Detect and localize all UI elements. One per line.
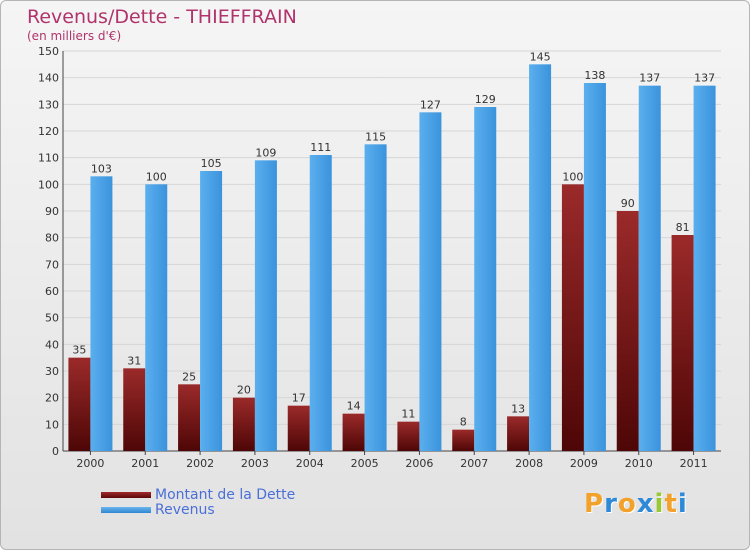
revenue-bar [200, 171, 223, 451]
revenue-bar [145, 184, 168, 452]
y-tick-label: 10 [45, 418, 59, 431]
y-tick-label: 150 [38, 45, 59, 58]
legend-item-revenue: Revenus [101, 501, 295, 518]
data-label: 127 [420, 98, 441, 111]
x-tick-label: 2010 [625, 457, 653, 470]
debt-bar [178, 384, 201, 451]
x-tick-label: 2001 [131, 457, 159, 470]
debt-bar [507, 416, 530, 451]
x-tick-label: 2003 [241, 457, 269, 470]
data-label: 81 [676, 221, 690, 234]
x-tick-label: 2009 [570, 457, 598, 470]
legend-label-revenue: Revenus [155, 501, 215, 518]
debt-bar [342, 413, 365, 451]
data-label: 11 [401, 408, 415, 421]
y-tick-label: 50 [45, 312, 59, 325]
debt-bar [671, 235, 694, 451]
data-label: 25 [182, 370, 196, 383]
revenue-bar [583, 83, 606, 451]
proxiti-logo: Proxiti [584, 489, 688, 519]
data-label: 105 [201, 157, 222, 170]
data-label: 137 [694, 72, 715, 85]
debt-bar [287, 405, 310, 451]
y-tick-label: 20 [45, 392, 59, 405]
legend-item-debt: Montant de la Dette [101, 486, 296, 503]
debt-bar [616, 211, 639, 451]
revenue-bar [529, 64, 552, 452]
y-tick-label: 0 [52, 445, 59, 458]
logo-letter: i [654, 489, 665, 519]
logo-letter: P [584, 489, 605, 519]
y-tick-label: 110 [38, 152, 59, 165]
revenue-bar [638, 85, 661, 452]
revenue-bar [474, 107, 497, 451]
logo-letter: x [636, 489, 655, 519]
data-label: 20 [237, 384, 251, 397]
y-tick-label: 70 [45, 258, 59, 271]
legend: Montant de la Dette Revenus [101, 486, 296, 518]
data-label: 137 [639, 72, 660, 85]
revenue-bar [419, 112, 442, 451]
x-tick-label: 2000 [76, 457, 104, 470]
debt-bar [123, 368, 146, 451]
data-label: 31 [127, 354, 141, 367]
y-tick-label: 40 [45, 338, 59, 351]
debt-bar [452, 429, 475, 451]
logo-letter: r [604, 489, 618, 519]
debt-bar [68, 357, 91, 451]
x-tick-label: 2007 [460, 457, 488, 470]
revenue-bar [90, 176, 113, 452]
x-tick-label: 2005 [351, 457, 379, 470]
y-tick-label: 80 [45, 232, 59, 245]
data-label: 14 [347, 400, 361, 413]
data-label: 8 [460, 416, 467, 429]
legend-swatch-debt [101, 491, 151, 498]
x-tick-label: 2002 [186, 457, 214, 470]
data-label: 100 [562, 170, 583, 183]
y-tick-label: 60 [45, 285, 59, 298]
data-label: 115 [365, 130, 386, 143]
x-tick-label: 2008 [515, 457, 543, 470]
logo-letter: o [617, 489, 637, 519]
data-label: 35 [72, 344, 86, 357]
revenue-bar [309, 155, 332, 451]
data-label: 100 [146, 170, 167, 183]
data-label: 90 [621, 197, 635, 210]
x-tick-label: 2006 [405, 457, 433, 470]
data-label: 13 [511, 402, 525, 415]
legend-label-debt: Montant de la Dette [155, 486, 296, 503]
debt-bar [232, 397, 255, 451]
y-tick-label: 130 [38, 98, 59, 111]
logo-letter: t [664, 489, 678, 519]
data-label: 129 [475, 93, 496, 106]
data-label: 111 [310, 141, 331, 154]
y-tick-label: 120 [38, 125, 59, 138]
x-tick-label: 2011 [680, 457, 708, 470]
data-label: 138 [584, 69, 605, 82]
legend-swatch-revenue [101, 506, 151, 513]
data-label: 17 [292, 392, 306, 405]
y-tick-label: 100 [38, 178, 59, 191]
y-tick-label: 30 [45, 365, 59, 378]
data-label: 103 [91, 162, 112, 175]
x-tick-label: 2004 [296, 457, 324, 470]
y-tick-label: 140 [38, 72, 59, 85]
logo-letter: i [677, 489, 688, 519]
debt-bar [397, 421, 420, 451]
debt-bar [561, 184, 584, 452]
revenue-bar [693, 85, 716, 452]
data-label: 145 [530, 50, 551, 63]
revenue-bar [364, 144, 387, 452]
chart-subtitle: (en milliers d'€) [27, 29, 122, 43]
revenue-bar [254, 160, 277, 452]
data-label: 109 [255, 146, 276, 159]
chart-title: Revenus/Dette - THIEFFRAIN [27, 6, 297, 28]
y-tick-label: 90 [45, 205, 59, 218]
